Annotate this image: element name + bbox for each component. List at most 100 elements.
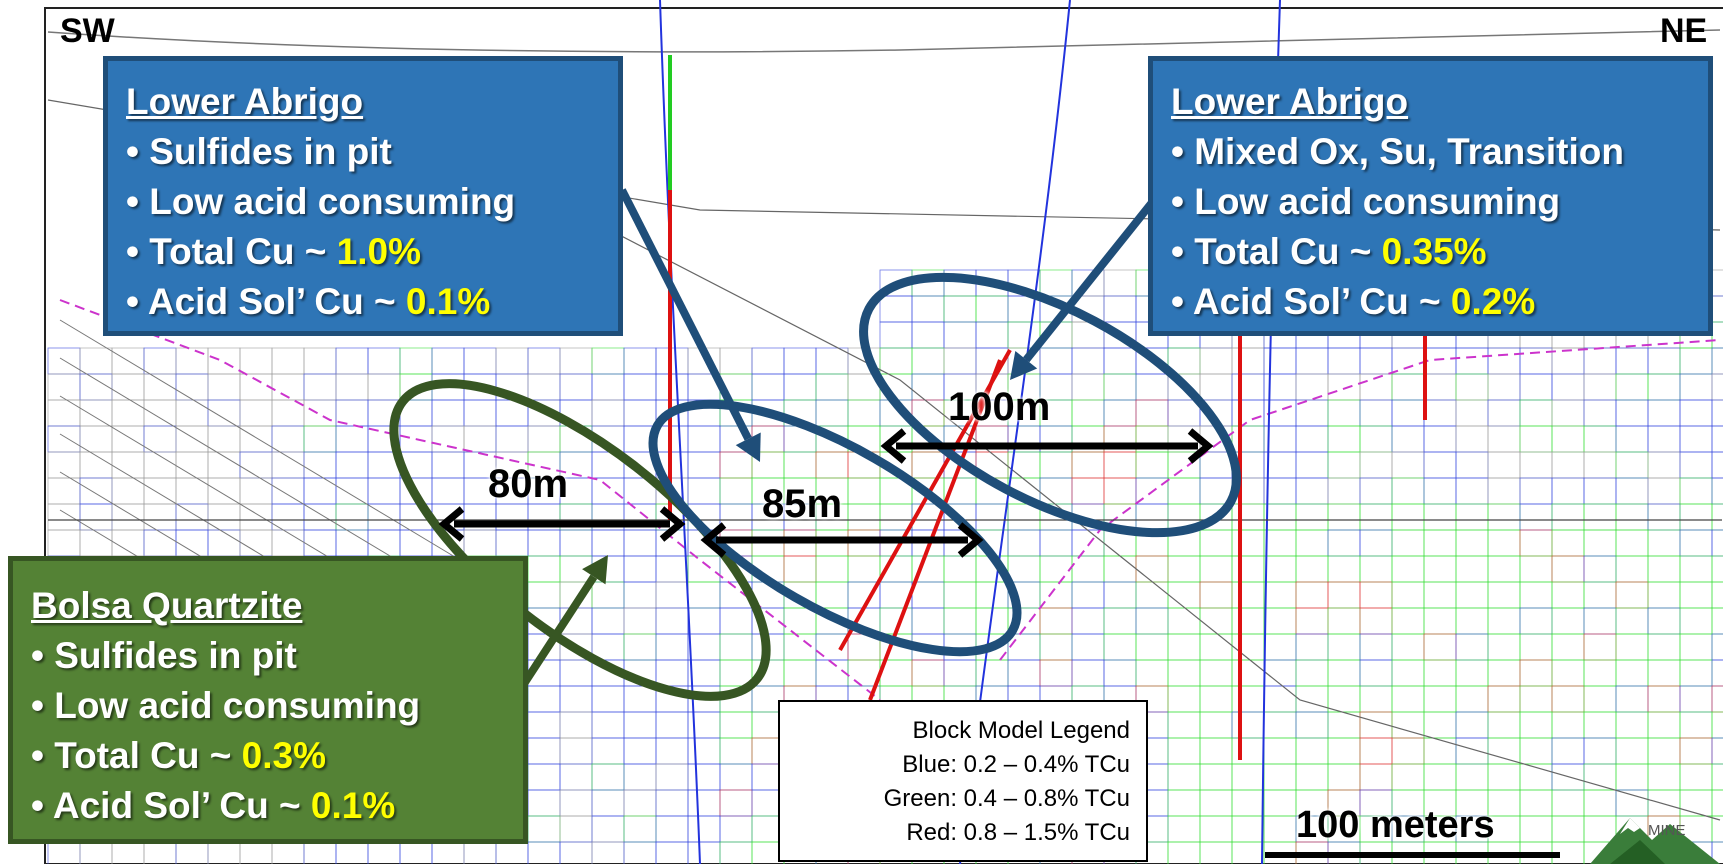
block-cell (303, 451, 337, 479)
block-cell (143, 529, 177, 557)
section-line (659, 0, 701, 864)
block-cell (1391, 503, 1425, 531)
block-cell (1711, 503, 1723, 531)
block-cell (1423, 581, 1457, 609)
block-cell (47, 399, 81, 427)
block-cell (431, 399, 465, 427)
block-cell (623, 633, 657, 661)
arrow-85m-right-head (957, 522, 984, 558)
block-cell (943, 607, 977, 635)
block-cell (1199, 373, 1233, 401)
block-cell (559, 737, 593, 765)
block-cell (1711, 373, 1723, 401)
block-cell (111, 373, 145, 401)
block-cell (47, 347, 81, 375)
block-cell (1423, 399, 1457, 427)
arrow-100m-right-head (1187, 428, 1214, 464)
block-cell (623, 347, 657, 375)
block-cell (47, 529, 81, 557)
block-cell (815, 581, 849, 609)
block-cell (1167, 555, 1201, 583)
block-cell (783, 347, 817, 375)
block-cell (335, 477, 369, 505)
block-cell (527, 529, 561, 557)
block-cell (1071, 529, 1105, 557)
block-cell (1583, 425, 1617, 453)
block-cell (1391, 685, 1425, 713)
block-cell (1647, 607, 1681, 635)
block-cell (1103, 451, 1137, 479)
block-cell (1327, 373, 1361, 401)
block-cell (1487, 659, 1521, 687)
block-cell (271, 425, 305, 453)
block-cell (1167, 815, 1201, 843)
block-cell (1359, 399, 1393, 427)
block-cell (1519, 399, 1553, 427)
block-cell (1327, 399, 1361, 427)
distance-85m-label: 85m (762, 482, 843, 526)
block-cell (687, 477, 721, 505)
block-cell (1327, 347, 1361, 375)
block-cell (911, 295, 945, 323)
block-cell (495, 425, 529, 453)
block-cell (367, 347, 401, 375)
block-cell (1263, 815, 1297, 843)
block-cell (559, 841, 593, 864)
block-cell (623, 815, 657, 843)
block-cell (527, 373, 561, 401)
block-cell (463, 529, 497, 557)
block-cell (1519, 555, 1553, 583)
block-cell (1039, 607, 1073, 635)
legend-item-blue: Blue: 0.2 – 0.4% TCu (902, 751, 1130, 778)
block-cell (271, 841, 305, 864)
block-cell (1135, 373, 1169, 401)
block-cell (1103, 555, 1137, 583)
block-cell (943, 555, 977, 583)
block-cell (1295, 711, 1329, 739)
block-cell (143, 347, 177, 375)
block-cell (751, 347, 785, 375)
block-cell (527, 685, 561, 713)
block-cell (1711, 425, 1723, 453)
block-cell (1295, 425, 1329, 453)
block-cell (1551, 477, 1585, 505)
block-cell (719, 737, 753, 765)
block-cell (1583, 581, 1617, 609)
block-cell (1327, 633, 1361, 661)
block-cell (1327, 451, 1361, 479)
block-cell (1295, 555, 1329, 583)
block-cell (1039, 659, 1073, 687)
block-cell (1455, 711, 1489, 739)
block-cell (719, 711, 753, 739)
block-cell (1487, 425, 1521, 453)
block-cell (1583, 711, 1617, 739)
block-cell (1391, 581, 1425, 609)
block-cell (1615, 633, 1649, 661)
block-cell (1455, 607, 1489, 635)
block-cell (1103, 295, 1137, 323)
block-cell (1615, 425, 1649, 453)
block-cell (1295, 581, 1329, 609)
block-cell (1583, 399, 1617, 427)
block-cell (367, 841, 401, 864)
block-cell (591, 789, 625, 817)
bolsa-pointer-arrow (516, 574, 598, 693)
block-cell (207, 841, 241, 864)
block-cell (687, 737, 721, 765)
block-cell (1647, 373, 1681, 401)
block-cell (1455, 425, 1489, 453)
block-cell (1167, 633, 1201, 661)
block-cell (1231, 529, 1265, 557)
block-cell (1199, 607, 1233, 635)
block-cell (303, 425, 337, 453)
block-cell (335, 373, 369, 401)
block-cell (79, 841, 113, 864)
block-cell (1519, 659, 1553, 687)
block-cell (559, 815, 593, 843)
block-cell (591, 373, 625, 401)
block-cell (303, 503, 337, 531)
distance-100m-label: 100m (948, 385, 1051, 429)
block-cell (1295, 347, 1329, 375)
block-cell (1647, 503, 1681, 531)
block-cell (1615, 477, 1649, 505)
